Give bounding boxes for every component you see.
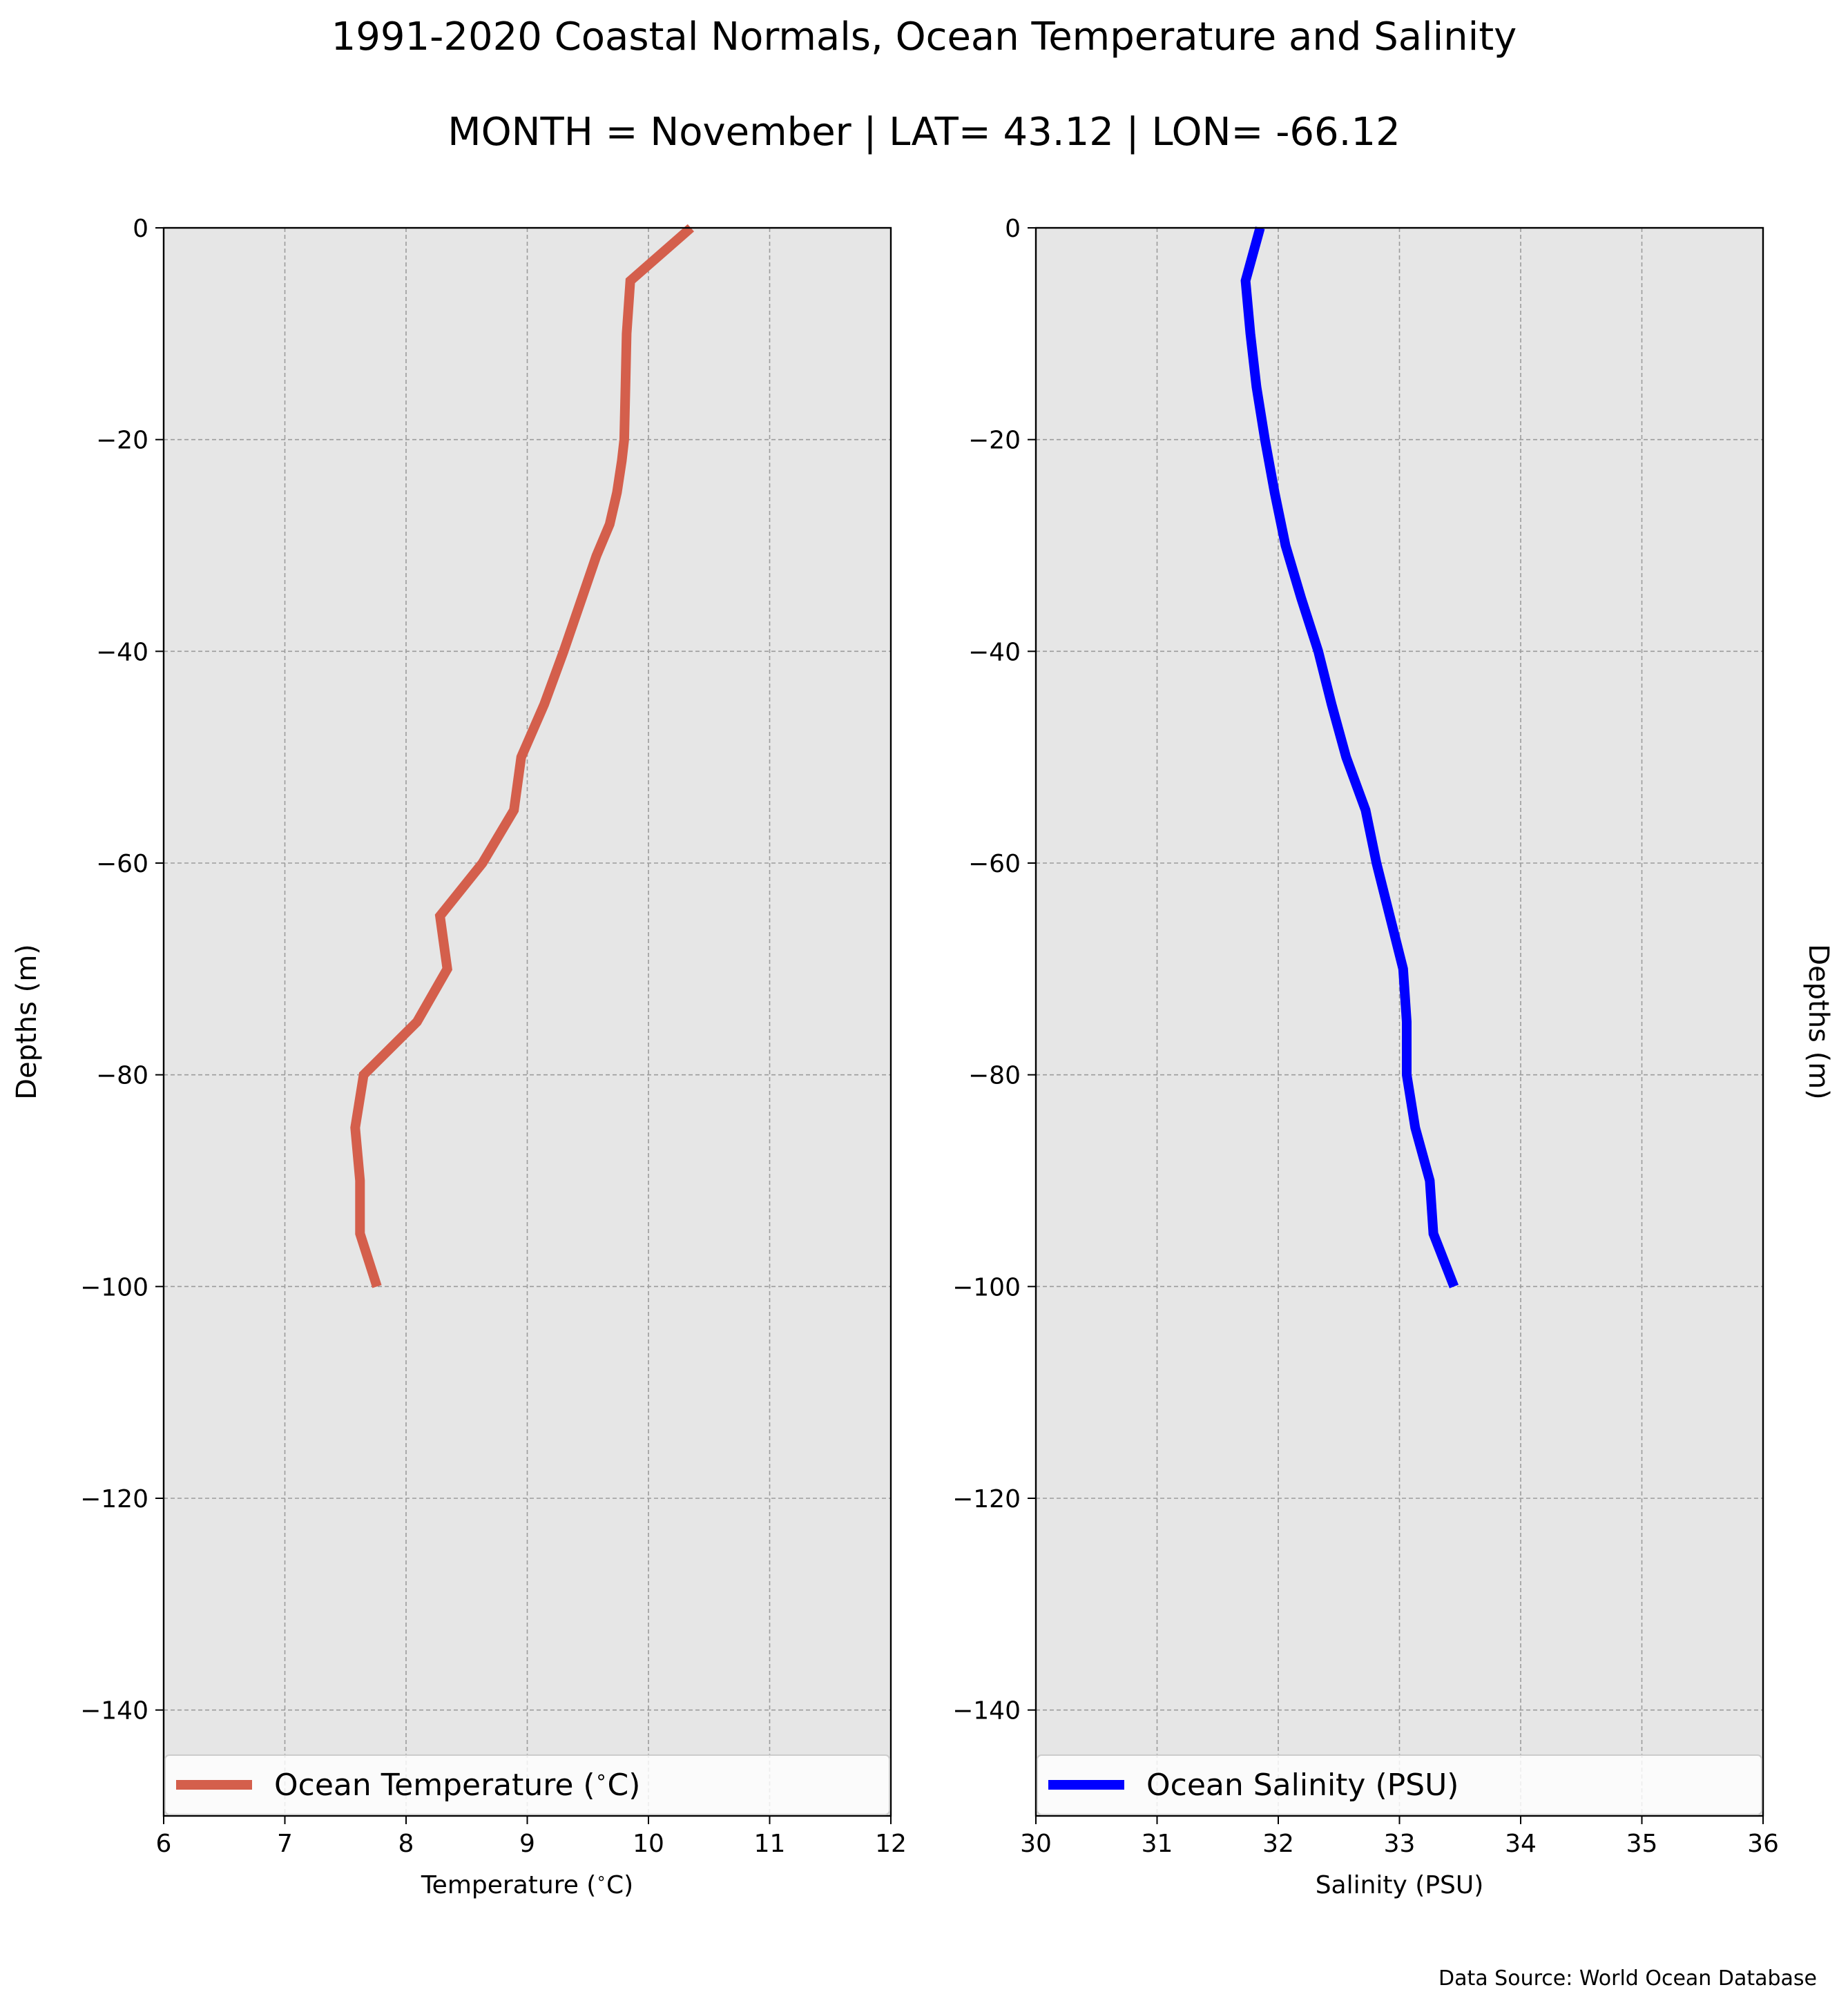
figure-title: 1991-2020 Coastal Normals, Ocean Tempera… — [331, 14, 1517, 59]
temperature-x-tick-label: 9 — [519, 1830, 535, 1858]
salinity-x-tick-label: 33 — [1384, 1830, 1416, 1858]
figure-subtitle: MONTH = November | LAT= 43.12 | LON= -66… — [447, 110, 1401, 155]
temperature-x-tick-label: 6 — [156, 1830, 172, 1858]
temperature-y-tick-label: −40 — [96, 638, 148, 666]
salinity-legend-label: Ocean Salinity (PSU) — [1146, 1768, 1459, 1803]
salinity-legend: Ocean Salinity (PSU) — [1037, 1754, 1762, 1815]
salinity-x-tick-label: 30 — [1020, 1830, 1052, 1858]
temperature-x-tick-label: 10 — [633, 1830, 664, 1858]
temperature-y-tick-label: −20 — [96, 427, 148, 455]
salinity-y-tick-label: −140 — [952, 1697, 1021, 1725]
temperature-y-tick-label: −100 — [80, 1273, 148, 1302]
salinity-y-axis-label: Depths (m) — [1802, 944, 1834, 1100]
temperature-y-axis-label: Depths (m) — [11, 944, 43, 1100]
salinity-x-tick-label: 36 — [1747, 1830, 1779, 1858]
salinity-x-tick-label: 31 — [1142, 1830, 1173, 1858]
temperature-legend-label: Ocean Temperature (∘C) — [274, 1765, 640, 1803]
salinity-y-tick-label: 0 — [1005, 215, 1021, 243]
temperature-x-axis-label: Temperature (∘C) — [421, 1868, 633, 1899]
temperature-y-tick-label: −60 — [96, 850, 148, 878]
temperature-y-tick-label: −140 — [80, 1697, 148, 1725]
salinity-y-tick-label: −40 — [968, 638, 1021, 666]
source-note: Data Source: World Ocean Database — [1438, 1966, 1817, 1991]
salinity-y-tick-label: −120 — [952, 1485, 1021, 1513]
salinity-x-axis-label: Salinity (PSU) — [1316, 1871, 1484, 1899]
temperature-y-tick-label: 0 — [133, 215, 148, 243]
temperature-x-tick-label: 8 — [398, 1830, 414, 1858]
temperature-panel: 6 7 8 9 10 11 12 0 −20 −40 −60 −80 −100 −120 −140 Tempe… — [11, 215, 907, 1899]
salinity-y-tick-label: −60 — [968, 850, 1021, 878]
temperature-y-tick-label: −80 — [96, 1062, 148, 1090]
temperature-legend-box — [164, 1754, 890, 1815]
salinity-y-tick-label: −100 — [952, 1273, 1021, 1302]
salinity-x-tick-label: 35 — [1626, 1830, 1658, 1858]
salinity-series-line — [1240, 226, 1459, 1288]
temperature-x-tick-label: 7 — [277, 1830, 293, 1858]
temperature-series-line — [350, 224, 695, 1288]
salinity-x-tick-label: 34 — [1505, 1830, 1537, 1858]
temperature-x-tick-label: 11 — [754, 1830, 786, 1858]
salinity-y-tick-label: −80 — [968, 1062, 1021, 1090]
salinity-panel: 30 31 32 33 34 35 36 0 −20 −40 −60 −80 −100 −120 −140 S… — [952, 215, 1834, 1899]
temperature-x-tick-label: 12 — [875, 1830, 907, 1858]
salinity-legend-box — [1037, 1754, 1762, 1815]
temperature-legend: Ocean Temperature (∘C) — [164, 1754, 890, 1815]
salinity-y-tick-label: −20 — [968, 427, 1021, 455]
temperature-y-tick-label: −120 — [80, 1485, 148, 1513]
salinity-x-tick-label: 32 — [1262, 1830, 1294, 1858]
